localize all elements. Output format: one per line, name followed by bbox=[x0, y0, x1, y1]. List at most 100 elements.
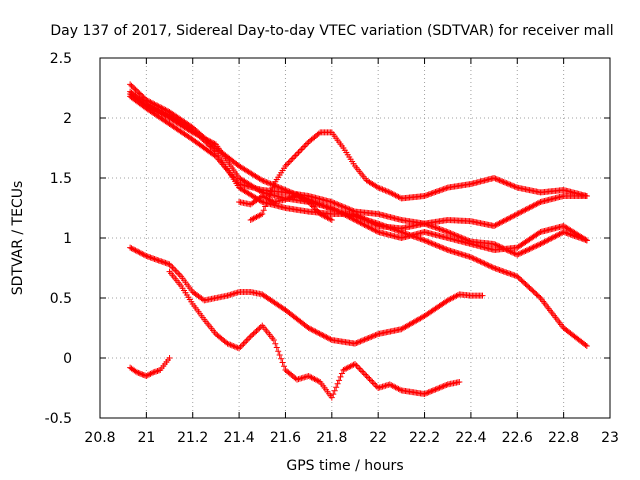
data-point bbox=[536, 241, 543, 248]
data-point bbox=[428, 388, 435, 395]
data-point bbox=[437, 384, 444, 391]
data-point bbox=[396, 386, 403, 393]
data-point bbox=[228, 342, 235, 349]
data-point bbox=[496, 243, 503, 250]
data-point bbox=[143, 373, 150, 379]
data-point bbox=[541, 238, 548, 245]
data-point bbox=[497, 219, 504, 226]
y-tick-label: 2.5 bbox=[50, 51, 72, 67]
data-point bbox=[354, 218, 361, 225]
data-point bbox=[487, 263, 493, 270]
data-point bbox=[147, 370, 154, 377]
data-point bbox=[422, 390, 429, 397]
data-point bbox=[230, 343, 237, 349]
data-point bbox=[529, 244, 536, 251]
data-point bbox=[365, 224, 372, 231]
data-point bbox=[260, 177, 267, 184]
data-point bbox=[289, 193, 296, 200]
data-point bbox=[247, 333, 254, 340]
data-point bbox=[432, 386, 439, 393]
x-tick-label: 21.4 bbox=[224, 430, 255, 446]
y-tick-label: 0.5 bbox=[50, 291, 72, 307]
data-point bbox=[510, 213, 517, 220]
data-point bbox=[521, 248, 528, 255]
data-point bbox=[583, 237, 590, 244]
data-point bbox=[534, 200, 541, 207]
data-point bbox=[132, 247, 139, 254]
data-point bbox=[270, 181, 277, 188]
data-point bbox=[331, 200, 338, 207]
data-point bbox=[259, 211, 266, 217]
data-point bbox=[495, 220, 502, 227]
data-point bbox=[360, 221, 367, 228]
data-point bbox=[206, 142, 213, 149]
data-point bbox=[285, 195, 292, 202]
data-point bbox=[461, 235, 468, 242]
data-point bbox=[502, 246, 508, 253]
data-point bbox=[454, 232, 461, 239]
data-point bbox=[382, 187, 389, 194]
data-point bbox=[469, 254, 476, 261]
data-point bbox=[129, 84, 136, 90]
data-point bbox=[459, 235, 466, 242]
data-point bbox=[521, 279, 528, 286]
data-point bbox=[361, 336, 368, 343]
data-point bbox=[517, 275, 523, 282]
data-point bbox=[166, 355, 173, 361]
data-point bbox=[131, 246, 138, 253]
data-point bbox=[133, 248, 140, 255]
data-point bbox=[208, 144, 215, 151]
x-tick-label: 21.6 bbox=[270, 430, 301, 446]
chart-title: Day 137 of 2017, Sidereal Day-to-day VTE… bbox=[50, 23, 613, 39]
data-point bbox=[492, 241, 499, 248]
data-point bbox=[484, 261, 491, 268]
x-tick-label: 22 bbox=[369, 430, 387, 446]
data-point bbox=[260, 207, 267, 214]
data-point bbox=[254, 326, 261, 333]
data-point bbox=[353, 211, 360, 218]
data-point bbox=[362, 222, 369, 229]
data-point bbox=[139, 371, 146, 378]
data-point bbox=[196, 133, 203, 140]
data-point bbox=[527, 203, 534, 210]
data-point bbox=[362, 336, 369, 343]
data-point bbox=[427, 239, 433, 246]
data-point bbox=[425, 239, 432, 246]
data-point bbox=[424, 389, 431, 396]
data-point bbox=[536, 293, 543, 300]
data-point bbox=[356, 338, 363, 345]
data-point bbox=[508, 182, 515, 189]
data-point bbox=[540, 239, 547, 246]
data-point bbox=[365, 218, 372, 225]
data-point bbox=[356, 213, 363, 220]
data-point bbox=[157, 107, 163, 114]
data-point bbox=[283, 196, 290, 202]
data-point bbox=[364, 217, 371, 224]
data-point bbox=[350, 361, 357, 368]
data-point bbox=[421, 391, 428, 397]
data-point bbox=[523, 282, 530, 289]
data-point bbox=[253, 328, 260, 334]
x-tick-label: 22.2 bbox=[409, 430, 440, 446]
data-point bbox=[504, 180, 511, 187]
data-point bbox=[337, 373, 344, 380]
data-point bbox=[262, 178, 268, 185]
data-point bbox=[136, 370, 143, 377]
data-point bbox=[129, 246, 136, 252]
data-point bbox=[496, 177, 503, 184]
data-point bbox=[431, 387, 438, 394]
series-track-e bbox=[247, 129, 590, 223]
data-point bbox=[137, 250, 144, 257]
data-point bbox=[510, 182, 517, 189]
data-point bbox=[202, 138, 208, 145]
data-point bbox=[536, 229, 543, 236]
data-point bbox=[307, 325, 313, 332]
data-point bbox=[352, 211, 358, 217]
data-point bbox=[315, 378, 322, 385]
data-point bbox=[334, 380, 341, 387]
x-tick-label: 22.6 bbox=[502, 430, 533, 446]
data-point bbox=[364, 335, 371, 342]
data-point bbox=[506, 215, 513, 222]
data-point bbox=[515, 210, 522, 217]
data-point bbox=[525, 283, 532, 290]
